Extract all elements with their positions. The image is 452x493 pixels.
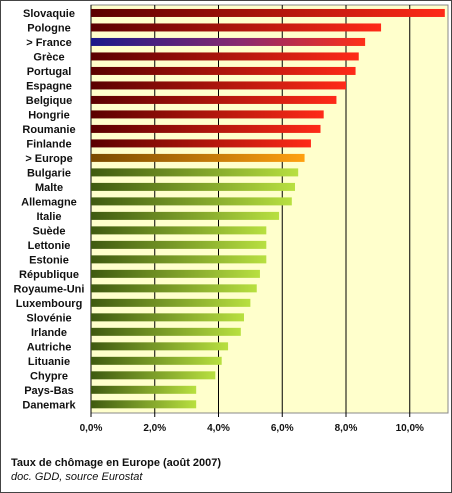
bar-26 (91, 385, 197, 394)
caption-source: doc. GDD, source Eurostat (11, 471, 143, 483)
category-label-11: Bulgarie (27, 167, 71, 179)
bar-22 (91, 327, 241, 336)
category-label-16: Lettonie (28, 240, 71, 252)
category-label-7: Hongrie (28, 109, 70, 121)
category-label-22: Irlande (31, 327, 67, 339)
category-label-21: Slovénie (26, 312, 71, 324)
chart-caption: Taux de chômage en Europe (août 2007) do… (11, 456, 441, 484)
bar-25 (91, 371, 216, 380)
bar-23 (91, 342, 229, 351)
bar-24 (91, 356, 222, 365)
category-label-3: Grèce (33, 51, 64, 63)
category-label-5: Espagne (26, 80, 72, 92)
unemployment-bar-chart: Slovaquie Pologne > France Grèce Portugal Esp… (14, 4, 449, 434)
bar-17 (91, 255, 267, 264)
bar-11 (91, 168, 299, 177)
category-label-10: > Europe (25, 153, 72, 165)
bar-9 (91, 139, 311, 148)
bar-5 (91, 81, 346, 90)
category-label-8: Roumanie (22, 124, 75, 136)
bar-7 (91, 110, 324, 119)
category-label-24: Lituanie (28, 356, 70, 368)
category-label-17: Estonie (29, 254, 69, 266)
bar-1 (91, 23, 382, 32)
bar-21 (91, 313, 244, 322)
bar-6 (91, 95, 337, 104)
bar-15 (91, 226, 267, 235)
bar-13 (91, 197, 292, 206)
category-label-13: Allemagne (21, 196, 77, 208)
category-label-12: Malte (35, 182, 63, 194)
bar-0 (91, 8, 445, 17)
bar-8 (91, 124, 321, 133)
category-label-18: République (19, 269, 79, 281)
plot-background (90, 4, 449, 414)
category-label-19: Royaume-Uni (14, 283, 85, 295)
category-label-4: Portugal (27, 66, 72, 78)
x-tick-label-3: 6,0% (271, 423, 294, 434)
category-label-23: Autriche (27, 341, 72, 353)
bar-14 (91, 211, 280, 220)
category-label-25: Chypre (30, 370, 68, 382)
x-tick-label-2: 4,0% (207, 423, 230, 434)
x-tick-label-5: 10,0% (396, 423, 424, 434)
bar-3 (91, 52, 359, 61)
category-label-27: Danemark (22, 399, 76, 411)
bar-2 (91, 37, 366, 46)
bar-19 (91, 284, 257, 293)
bar-10 (91, 153, 305, 162)
category-label-2: > France (26, 37, 72, 49)
bar-27 (91, 400, 197, 409)
category-label-6: Belgique (26, 95, 72, 107)
category-label-14: Italie (36, 211, 61, 223)
category-label-9: Finlande (26, 138, 71, 150)
bar-4 (91, 66, 356, 75)
bar-18 (91, 269, 260, 278)
category-label-20: Luxembourg (16, 298, 83, 310)
x-tick-label-0: 0,0% (80, 423, 103, 434)
category-label-0: Slovaquie (23, 8, 75, 20)
bar-20 (91, 298, 251, 307)
category-label-15: Suède (32, 225, 65, 237)
bar-16 (91, 240, 267, 249)
category-label-1: Pologne (27, 22, 70, 34)
category-label-26: Pays-Bas (24, 385, 74, 397)
caption-title: Taux de chômage en Europe (août 2007) (11, 457, 222, 469)
x-tick-label-4: 8,0% (335, 423, 358, 434)
bar-12 (91, 182, 295, 191)
x-tick-label-1: 2,0% (143, 423, 166, 434)
